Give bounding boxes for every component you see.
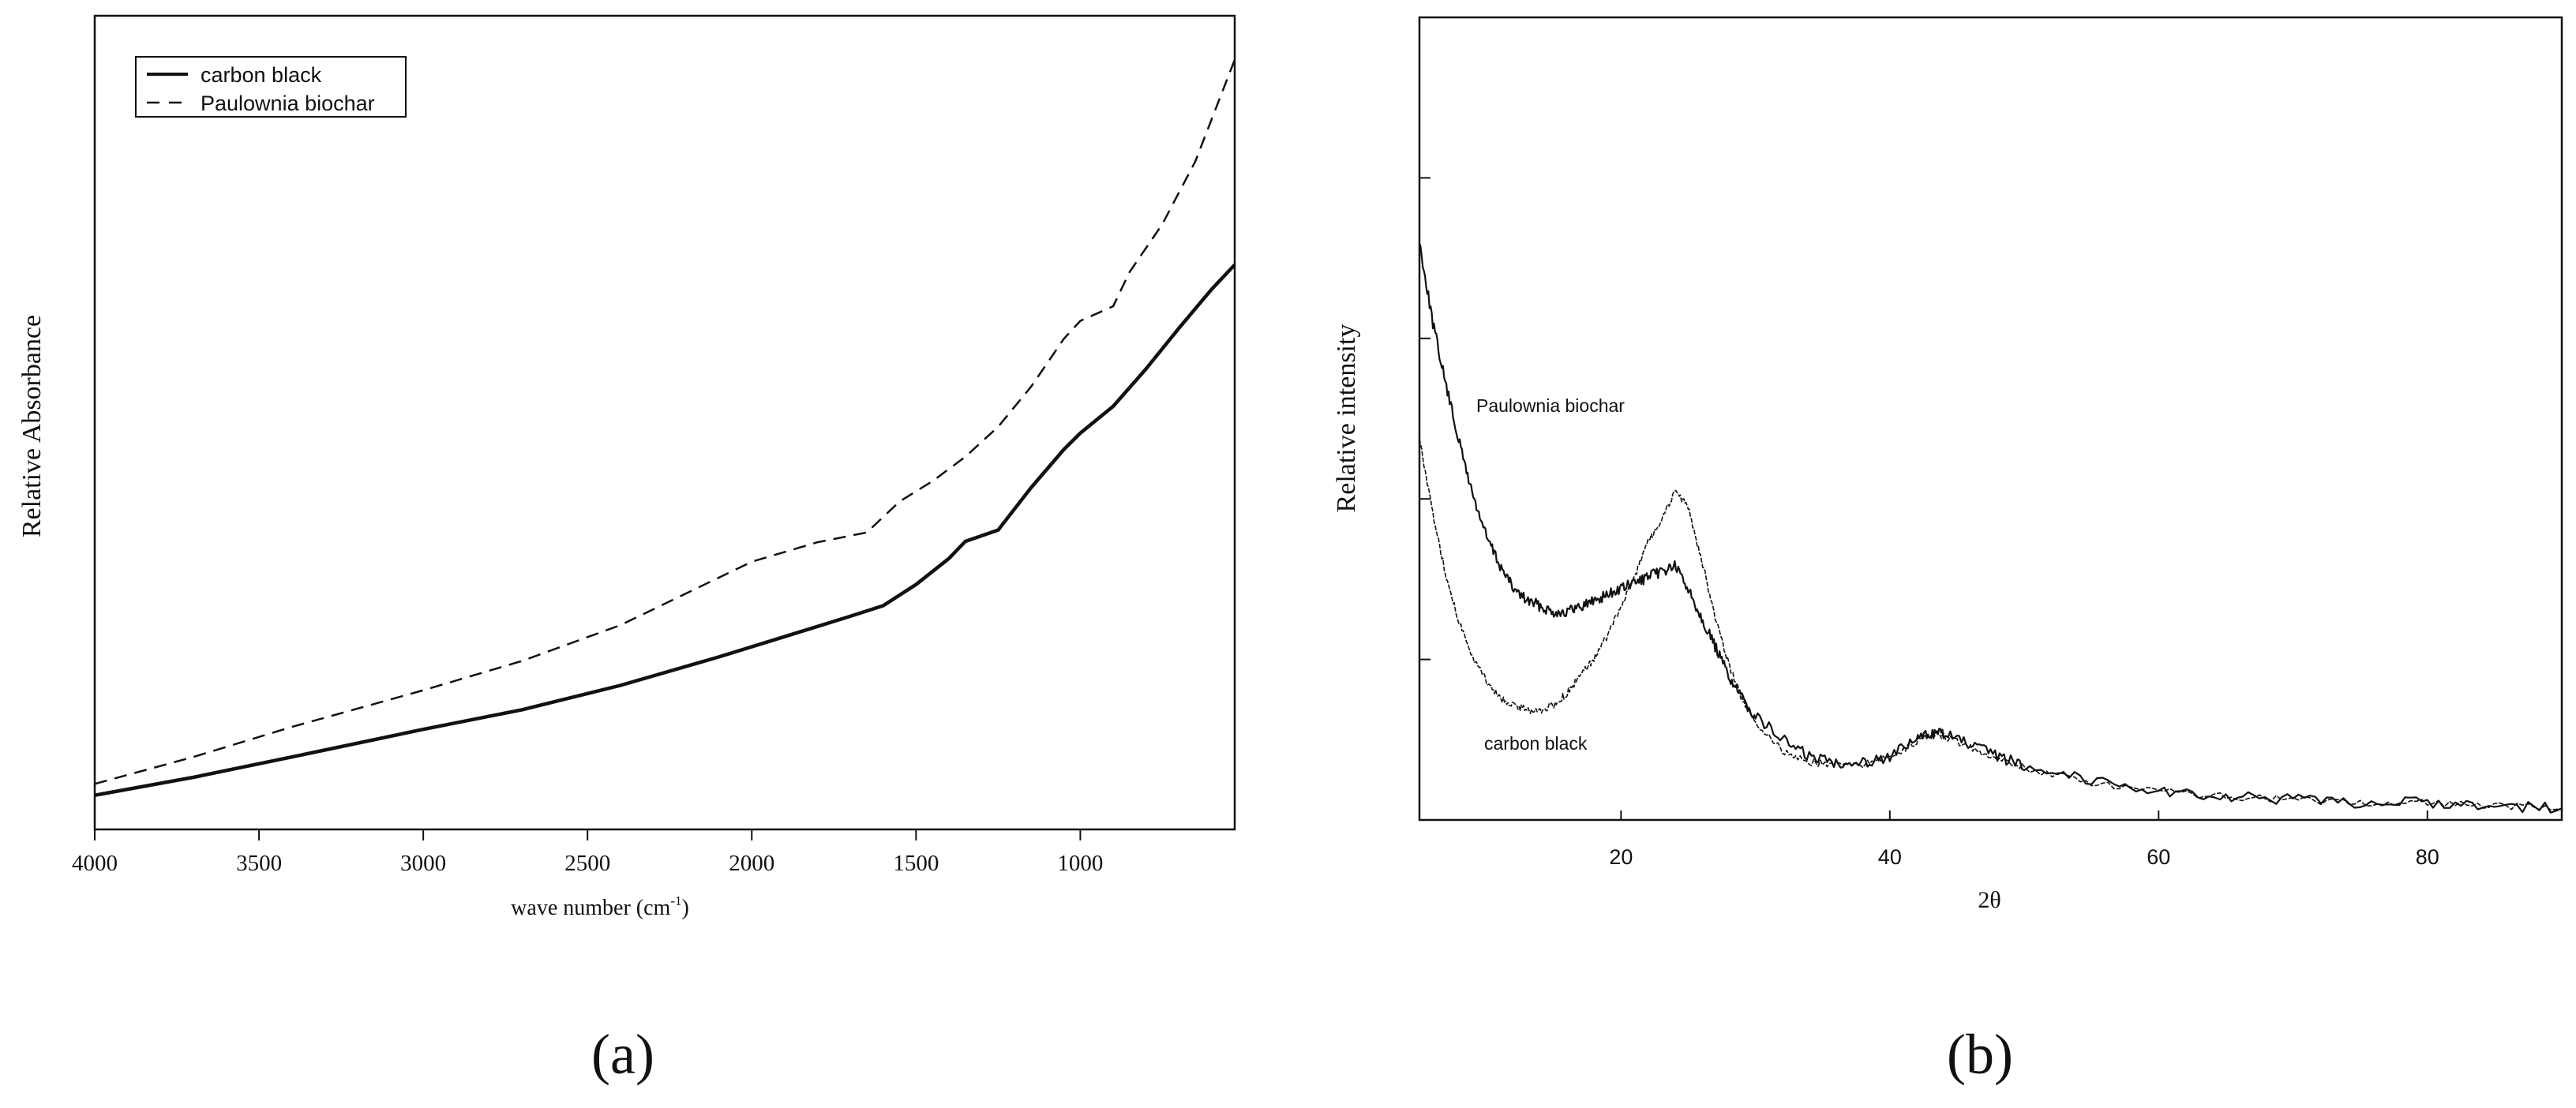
series-line-paulownia-biochar <box>94 59 1236 785</box>
series-line-paulownia-biochar <box>1418 242 2563 814</box>
panel-b-y-axis-label: Relative intensity <box>1332 324 1361 513</box>
panel-b-label: (b) <box>1947 1023 2013 1086</box>
x-tick-label: 4000 <box>72 851 118 876</box>
legend-label-carbon-black: carbon black <box>201 63 322 87</box>
panel-a-x-axis-label: wave number (cm-1) <box>511 893 689 920</box>
panel-b-x-axis: 20 40 60 80 <box>1609 810 2439 869</box>
panel-a-legend: carbon black Paulownia biochar <box>135 56 407 118</box>
x-tick-label: 1000 <box>1057 851 1103 876</box>
x-axis-label-superscript: -1 <box>670 893 681 908</box>
panel-b-y-axis <box>1419 177 1430 661</box>
x-tick-label: 60 <box>2147 845 2170 869</box>
series-line-carbon-black <box>1419 438 2563 810</box>
series-line-carbon-black <box>94 263 1236 797</box>
panel-b-plot-frame <box>1418 16 2563 822</box>
x-tick-label: 1500 <box>893 851 939 876</box>
x-tick-label: 3000 <box>400 851 446 876</box>
panel-a-x-axis: 4000 3500 3000 2500 2000 1500 1000 <box>72 829 1103 876</box>
x-tick-label: 80 <box>2416 845 2439 869</box>
panel-b-x-axis-label: 2θ <box>1978 887 2000 913</box>
annotation-paulownia-biochar: Paulownia biochar <box>1476 395 1625 416</box>
legend-box <box>135 56 407 118</box>
x-tick-label: 2000 <box>729 851 774 876</box>
panel-a-ftir-chart: 4000 3500 3000 2500 2000 1500 1000 carbon blac… <box>17 14 1236 1086</box>
x-tick-label: 40 <box>1878 845 1902 869</box>
panel-b-xrd-chart: 20 40 60 80 Paulownia biochar carbon black … <box>1332 16 2563 1086</box>
panel-a-series-group <box>94 59 1236 797</box>
x-axis-label-close: ) <box>681 896 688 920</box>
x-tick-label: 20 <box>1609 845 1633 869</box>
x-tick-label: 2500 <box>564 851 610 876</box>
x-axis-label-text: wave number (cm <box>511 896 670 920</box>
legend-label-paulownia-biochar: Paulownia biochar <box>201 92 375 115</box>
panel-a-plot-frame <box>93 14 1236 831</box>
annotation-carbon-black: carbon black <box>1484 733 1588 754</box>
panel-a-y-axis-label: Relative Absorbance <box>17 315 47 537</box>
panel-a-label: (a) <box>591 1023 654 1086</box>
x-tick-label: 3500 <box>236 851 282 876</box>
panel-b-series-group <box>1418 242 2563 814</box>
